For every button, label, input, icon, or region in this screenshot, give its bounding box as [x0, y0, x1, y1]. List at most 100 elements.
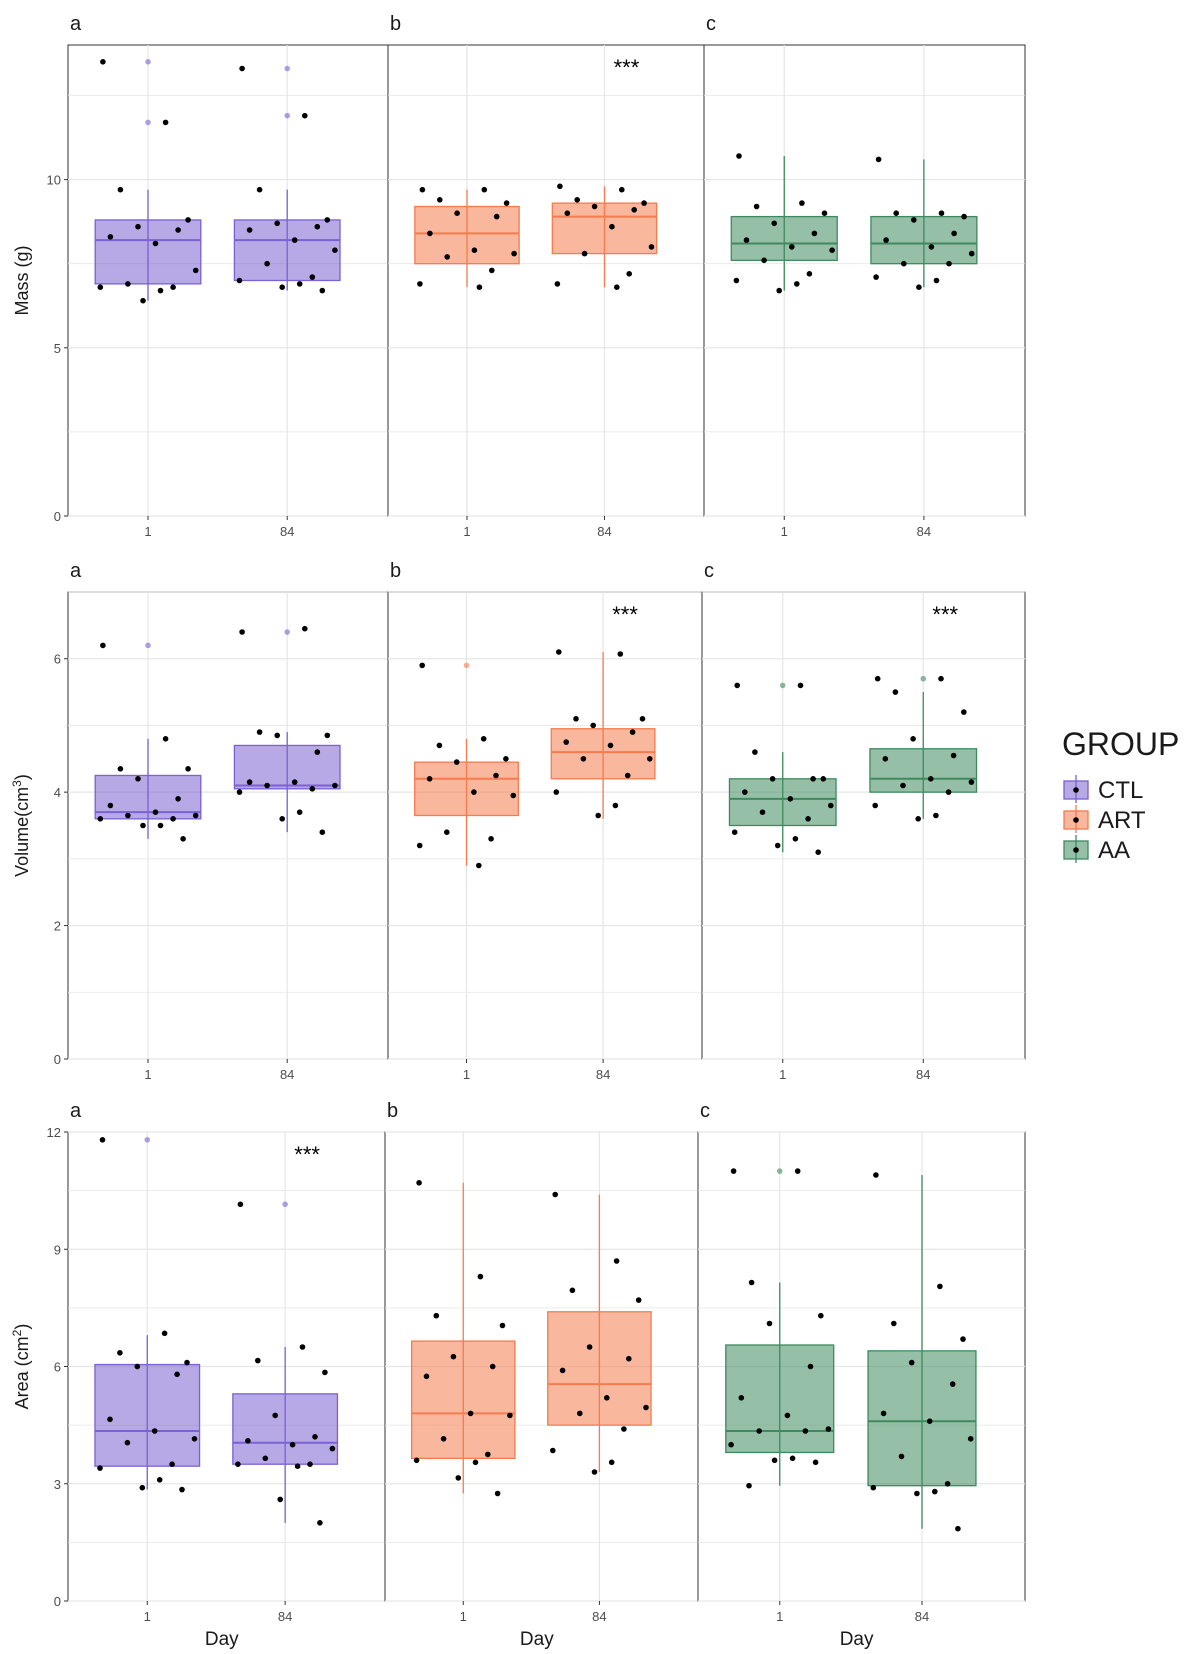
data-point [314, 223, 321, 230]
data-point [731, 829, 738, 835]
box [730, 215, 838, 261]
data-point [245, 1438, 251, 1444]
legend-item-label: ART [1098, 807, 1146, 834]
x-tick-label: 1 [463, 1067, 470, 1082]
x-tick-label: 84 [280, 1067, 294, 1082]
data-point [635, 1297, 642, 1303]
box-day-1 [410, 1180, 516, 1497]
data-point [961, 709, 967, 715]
data-point [485, 1451, 491, 1458]
data-point [874, 675, 881, 682]
data-point [175, 227, 181, 233]
data-point [169, 1461, 175, 1467]
data-point [279, 816, 286, 822]
data-point [246, 779, 253, 785]
data-point [322, 1369, 328, 1376]
data-point [117, 766, 124, 772]
data-point [753, 203, 760, 210]
data-point [968, 250, 975, 257]
panel-c-AA: c *** 1 84 [701, 560, 1026, 1082]
box-day-84 [870, 156, 978, 291]
data-point [815, 849, 821, 855]
data-point [821, 210, 828, 216]
data-point [274, 732, 281, 739]
box-day-1 [414, 662, 519, 869]
data-point [471, 789, 477, 795]
data-point [873, 274, 879, 280]
data-point [916, 284, 922, 291]
y-tick-label: 3 [54, 1477, 61, 1492]
data-point [811, 230, 818, 237]
box-day-1 [94, 59, 202, 304]
box-day-1 [725, 1168, 835, 1489]
data-point [444, 254, 451, 260]
y-tick-label: 0 [54, 1052, 61, 1067]
data-point [256, 186, 263, 193]
data-point [759, 809, 766, 815]
data-point [489, 1363, 496, 1370]
data-point [748, 1279, 755, 1286]
data-point [436, 742, 443, 749]
data-point [569, 1287, 576, 1294]
data-point [503, 756, 509, 762]
data-point [135, 776, 141, 782]
data-point [510, 792, 517, 799]
panel-label: a [70, 1100, 82, 1122]
data-point [639, 716, 646, 722]
data-point [961, 213, 967, 220]
box-day-84 [547, 1191, 652, 1475]
data-point [580, 756, 587, 762]
data-point [564, 210, 571, 216]
data-point [299, 1344, 306, 1350]
data-point [152, 809, 159, 815]
data-point [427, 230, 433, 237]
data-point [738, 1395, 745, 1401]
data-point [933, 812, 939, 819]
y-tick-label: 6 [54, 1360, 61, 1375]
data-point [100, 642, 106, 649]
data-point [450, 1353, 457, 1360]
data-point [557, 183, 563, 190]
data-point [307, 1461, 313, 1467]
data-point [476, 284, 483, 291]
data-point [314, 749, 321, 755]
data-point [944, 1481, 951, 1487]
data-point [766, 1320, 773, 1327]
data-point [174, 1371, 180, 1378]
outlier-point [776, 1168, 783, 1174]
data-point [875, 156, 882, 163]
panel-frame [703, 44, 1026, 517]
box [94, 219, 202, 285]
data-point [614, 284, 620, 291]
x-tick-label: 1 [779, 1067, 786, 1082]
data-point [488, 836, 494, 842]
x-tick-label: 1 [144, 1609, 151, 1624]
data-point [302, 625, 308, 632]
data-point [236, 277, 243, 284]
box-day-1 [730, 153, 838, 294]
data-point [417, 281, 423, 287]
data-point [926, 1418, 933, 1424]
data-point [192, 267, 199, 274]
data-point [97, 1465, 103, 1471]
data-point [134, 1363, 141, 1370]
data-point [820, 776, 827, 782]
x-axis-label: Day [520, 1629, 554, 1650]
data-point [152, 240, 159, 247]
data-point [289, 1441, 296, 1448]
data-point [494, 1490, 501, 1497]
legend-title: GROUP [1062, 726, 1179, 762]
box-day-84 [550, 649, 656, 819]
x-tick-label: 1 [144, 524, 151, 539]
data-point [296, 809, 303, 815]
data-point [752, 749, 758, 755]
panel-a-CTL: a 1 84 [67, 560, 389, 1082]
data-point [291, 237, 298, 243]
y-tick-label: 4 [54, 785, 61, 800]
data-point [825, 1426, 832, 1432]
box [867, 1350, 977, 1487]
box-day-84 [233, 625, 341, 835]
data-point [419, 662, 426, 669]
